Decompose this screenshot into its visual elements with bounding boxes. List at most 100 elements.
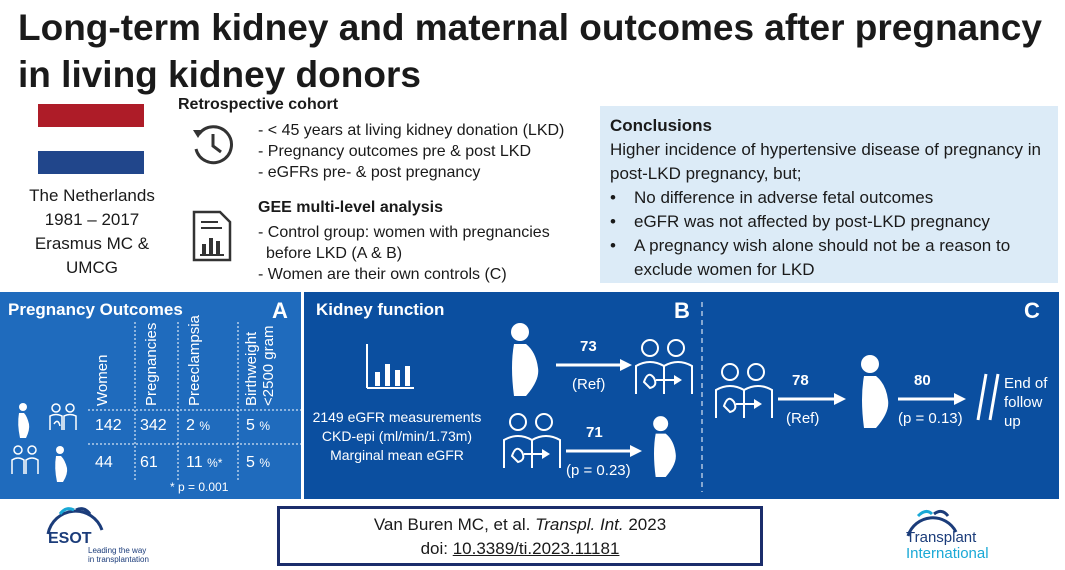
end-line: follow [1004, 394, 1043, 411]
column-header: Women [94, 354, 111, 406]
egfr-label: (p = 0.23) [566, 462, 631, 479]
preeclampsia-value: 11 %* [186, 454, 222, 472]
history-clock-icon [193, 125, 233, 165]
women-value: 44 [95, 454, 113, 471]
list-item: - Women are their own controls (C) [258, 266, 507, 283]
cohort-heading: Retrospective cohort [178, 96, 339, 113]
arrow-icon [778, 393, 846, 405]
stat-line: Marginal mean eGFR [330, 447, 464, 463]
country-line: The Netherlands [29, 186, 155, 205]
esot-tagline: Leading the way in transplantation [88, 546, 149, 564]
end-line: End of [1004, 375, 1048, 392]
journal: Transpl. Int. [535, 515, 624, 534]
stat-line: 2149 eGFR measurements [312, 409, 482, 425]
doi-prefix: doi: [420, 539, 453, 558]
footnote: * p = 0.001 [170, 480, 229, 494]
bullet-icon: • [610, 236, 616, 255]
egfr-label: (Ref) [572, 376, 606, 393]
column-header: Preeclampsia [186, 315, 203, 406]
panel-letter: B [674, 298, 690, 323]
kidney-function-panel: Kidney function B C 2149 eGFR measuremen… [304, 292, 1059, 499]
pregnancies-value: 342 [140, 417, 167, 434]
bullet-text: eGFR was not affected by post-LKD pregna… [634, 212, 990, 231]
cohort-list: - < 45 years at living kidney donation (… [258, 120, 598, 183]
unit: % [199, 419, 211, 433]
pregnant-woman-icon [511, 323, 539, 396]
women-value: 142 [95, 417, 122, 434]
kidney-donation-icon [503, 413, 561, 468]
list-item: - eGFRs pre- & post pregnancy [258, 164, 481, 181]
bar-chart-icon [366, 344, 414, 389]
unit: %* [207, 456, 223, 470]
conclusions-intro: Higher incidence of hypertensive disease… [610, 140, 1041, 183]
list-item: before LKD (A & B) [266, 245, 403, 262]
ti-logo-text: Transplant International [906, 530, 989, 562]
esot-logo-icon [46, 507, 104, 535]
centre-line: UMCG [66, 258, 118, 277]
bullet-icon: • [610, 188, 616, 207]
transplant-international-logo-icon [906, 509, 958, 537]
centre-line: Erasmus MC & [34, 234, 150, 253]
gee-list: - Control group: women with pregnancies … [258, 222, 598, 285]
axis-break-icon [976, 373, 1000, 421]
column-header: Pregnancies [143, 322, 160, 406]
unit: % [259, 419, 271, 433]
gee-heading: GEE multi-level analysis [258, 199, 443, 216]
esot-logo-text: ESOT [48, 530, 92, 547]
citation-box: Van Buren MC, et al. Transpl. Int. 2023 … [277, 506, 763, 566]
egfr-label: (Ref) [786, 410, 820, 427]
doi-line: doi: 10.3389/ti.2023.11181 [280, 537, 760, 561]
egfr-value: 80 [914, 372, 931, 389]
column-header: Birthweight <2500 gram [243, 325, 277, 406]
stat-line: CKD-epi (ml/min/1.73m) [321, 428, 473, 444]
year: 2023 [623, 515, 667, 534]
pregnant-woman-icon [18, 403, 77, 438]
panel-letter: C [1024, 298, 1040, 323]
pregnant-woman-icon [653, 416, 676, 477]
tagline-line: Leading the way [88, 546, 147, 555]
doi-link[interactable]: 10.3389/ti.2023.11181 [452, 539, 620, 558]
value: 11 [186, 454, 203, 471]
page-title: Long-term kidney and maternal outcomes a… [18, 7, 1042, 95]
conclusions-box: Conclusions Higher incidence of hyperten… [600, 106, 1058, 283]
ti-line: Transplant [906, 529, 977, 546]
preeclampsia-value: 2 % [186, 417, 210, 435]
citation-line: Van Buren MC, et al. Transpl. Int. 2023 [280, 513, 760, 537]
end-of-follow-up: End of follow up [1004, 374, 1047, 431]
birthweight-value: 5 % [246, 454, 270, 472]
netherlands-flag-icon [38, 104, 144, 174]
measurement-stats: 2149 eGFR measurements CKD-epi (ml/min/1… [304, 408, 490, 465]
pregnancy-outcomes-panel: Pregnancy Outcomes A Women Pregnancies P… [0, 292, 301, 499]
authors: Van Buren MC, et al. [373, 515, 536, 534]
list-item: • eGFR was not affected by post-LKD pregn… [610, 210, 1048, 234]
report-chart-icon [192, 210, 232, 262]
panel-letter: A [272, 298, 288, 323]
donor-pregnant-icon [11, 445, 68, 482]
arrow-icon [566, 445, 642, 457]
birthweight-value: 5 % [246, 417, 270, 435]
arrow-icon [898, 393, 966, 405]
list-item: - Control group: women with pregnancies [258, 224, 550, 241]
value: 5 [246, 417, 255, 434]
period-line: 1981 – 2017 [44, 210, 140, 229]
divider [701, 302, 703, 492]
kidney-donation-icon [715, 363, 773, 418]
list-item: - < 45 years at living kidney donation (… [258, 122, 565, 139]
egfr-label: (p = 0.13) [898, 410, 963, 427]
tagline-line: in transplantation [88, 555, 149, 564]
ti-line: International [906, 545, 989, 562]
bullet-text: No difference in adverse fetal outcomes [634, 188, 934, 207]
bullet-text: A pregnancy wish alone should not be a r… [634, 236, 1011, 279]
pregnancies-value: 61 [140, 454, 158, 471]
list-item: • No difference in adverse fetal outcomes [610, 186, 1048, 210]
unit: % [259, 456, 271, 470]
panel-title: Pregnancy Outcomes [8, 300, 183, 319]
egfr-value: 78 [792, 372, 809, 389]
study-location: The Netherlands 1981 – 2017 Erasmus MC &… [10, 184, 174, 280]
kidney-donation-icon [635, 339, 693, 394]
value: 2 [186, 417, 195, 434]
egfr-value: 73 [580, 338, 597, 355]
end-line: up [1004, 413, 1021, 430]
panel-title: Kidney function [316, 300, 445, 319]
value: 5 [246, 454, 255, 471]
